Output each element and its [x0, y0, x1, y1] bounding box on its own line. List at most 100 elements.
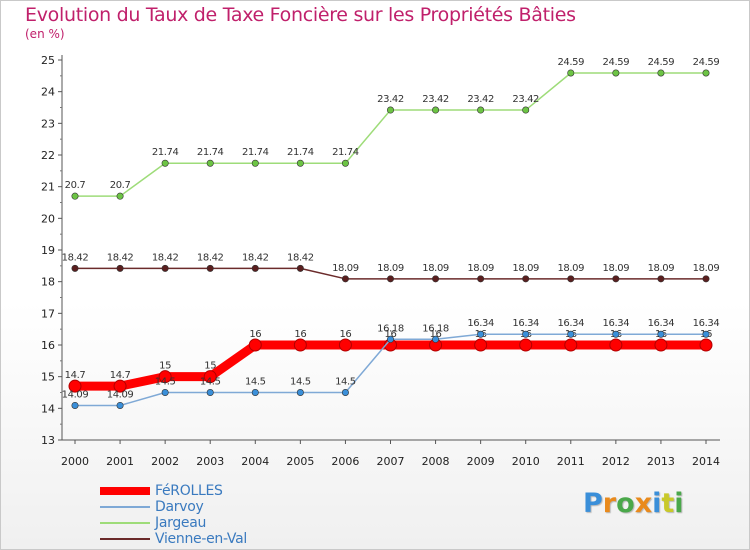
data-point	[386, 106, 394, 114]
data-point	[71, 264, 79, 272]
data-point	[612, 275, 620, 283]
data-point	[203, 370, 217, 384]
data-point	[432, 335, 440, 343]
data-point	[71, 192, 79, 200]
y-tick-label: 25	[41, 54, 55, 67]
x-tick-label: 2001	[106, 455, 134, 468]
data-label: 24.59	[648, 57, 675, 68]
x-tick-label: 2009	[467, 455, 495, 468]
legend-swatch	[100, 538, 150, 540]
y-tick-label: 17	[41, 307, 55, 320]
data-label: 16.34	[648, 318, 675, 329]
data-point	[158, 370, 172, 384]
data-label: 14.7	[65, 370, 86, 381]
data-label: 16.34	[467, 318, 494, 329]
data-point	[567, 275, 575, 283]
data-point	[609, 338, 623, 352]
data-point	[206, 388, 214, 396]
legend-swatch	[100, 487, 150, 495]
x-tick-label: 2013	[647, 455, 675, 468]
data-label: 15	[204, 361, 216, 372]
logo-letter: r	[602, 488, 617, 519]
data-label: 16	[249, 329, 261, 340]
data-point	[654, 338, 668, 352]
data-point	[251, 159, 259, 167]
data-point	[116, 192, 124, 200]
data-label: 16	[385, 329, 397, 340]
data-point	[206, 264, 214, 272]
y-tick-label: 20	[41, 212, 55, 225]
data-label: 14.5	[155, 377, 176, 388]
y-tick-label: 19	[41, 244, 55, 257]
x-tick-label: 2005	[286, 455, 314, 468]
data-label: 14.5	[245, 377, 266, 388]
data-point	[474, 338, 488, 352]
y-tick-label: 24	[41, 86, 55, 99]
y-tick-label: 13	[41, 434, 55, 447]
proxiti-logo: Proxiti	[583, 488, 684, 519]
data-label: 20.7	[110, 180, 131, 191]
legend-label: Vienne-en-Val	[155, 531, 247, 547]
data-point	[71, 401, 79, 409]
data-label: 24.59	[693, 57, 720, 68]
data-point	[68, 379, 82, 393]
y-tick-label: 16	[41, 339, 55, 352]
data-point	[702, 275, 710, 283]
data-point	[477, 106, 485, 114]
data-label: 16.18	[422, 323, 449, 334]
data-label: 21.74	[197, 147, 224, 158]
chart-unit-label: (en %)	[25, 27, 65, 41]
data-label: 18.42	[242, 252, 269, 263]
data-point	[612, 69, 620, 77]
data-point	[657, 69, 665, 77]
data-label: 16.34	[693, 318, 720, 329]
data-point	[251, 264, 259, 272]
data-point	[522, 275, 530, 283]
data-label: 16.18	[377, 323, 404, 334]
data-point	[296, 264, 304, 272]
data-label: 16	[294, 329, 306, 340]
data-label: 24.59	[557, 57, 584, 68]
data-point	[477, 275, 485, 283]
x-tick-label: 2012	[602, 455, 630, 468]
data-label: 21.74	[152, 147, 179, 158]
data-label: 16.34	[512, 318, 539, 329]
data-point	[296, 388, 304, 396]
data-label: 18.09	[557, 263, 584, 274]
data-label: 23.42	[467, 94, 494, 105]
data-label: 14.09	[62, 389, 89, 400]
data-point	[341, 275, 349, 283]
data-label: 18.09	[377, 263, 404, 274]
data-label: 23.42	[377, 94, 404, 105]
x-tick-label: 2007	[377, 455, 405, 468]
data-point	[116, 264, 124, 272]
x-tick-label: 2011	[557, 455, 585, 468]
data-label: 18.09	[467, 263, 494, 274]
data-label: 14.5	[290, 377, 311, 388]
logo-letter: i	[674, 488, 684, 519]
data-label: 15	[159, 361, 171, 372]
x-tick-label: 2014	[692, 455, 720, 468]
data-label: 18.09	[603, 263, 630, 274]
data-point	[432, 106, 440, 114]
data-label: 18.42	[197, 252, 224, 263]
x-tick-label: 2000	[61, 455, 89, 468]
data-label: 18.42	[107, 252, 134, 263]
data-label: 18.42	[62, 252, 89, 263]
x-tick-label: 2010	[512, 455, 540, 468]
data-label: 18.09	[332, 263, 359, 274]
data-point	[386, 335, 394, 343]
data-label: 18.42	[287, 252, 314, 263]
logo-letter: P	[583, 488, 603, 519]
data-point	[522, 106, 530, 114]
data-label: 16.34	[603, 318, 630, 329]
data-point	[702, 69, 710, 77]
y-tick-label: 23	[41, 117, 55, 130]
data-label: 23.42	[512, 94, 539, 105]
y-tick-label: 21	[41, 181, 55, 194]
data-label: 16	[339, 329, 351, 340]
x-tick-label: 2002	[151, 455, 179, 468]
data-point	[386, 275, 394, 283]
